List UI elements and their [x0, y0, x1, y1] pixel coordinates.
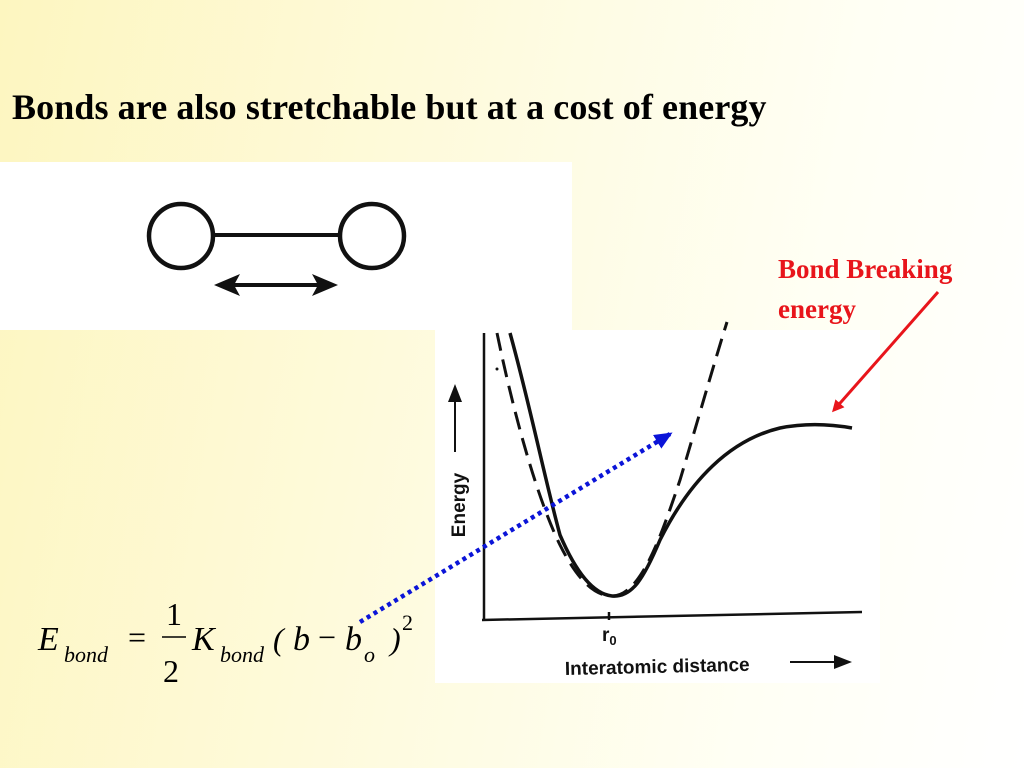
eq-exponent: 2 — [402, 610, 413, 635]
eq-b: b — [293, 621, 310, 658]
plot-axes — [481, 333, 863, 622]
annotation-line-2: energy — [778, 294, 856, 324]
eq-lparen: ( — [273, 621, 286, 657]
morse-curve — [508, 332, 853, 598]
atom-right — [337, 201, 407, 271]
diatomic-molecule — [146, 201, 407, 271]
eq-b2-subscript: o — [364, 642, 375, 667]
eq-minus: − — [318, 619, 336, 655]
bond-breaking-arrow — [832, 291, 940, 413]
annotation-line-1: Bond Breaking — [778, 254, 953, 284]
molecule-panel — [0, 162, 572, 330]
harmonic-curve — [495, 321, 729, 598]
eq-K: K — [191, 621, 217, 658]
x-axis-label: Interatomic distance — [565, 655, 750, 680]
bond-breaking-annotation: Bond Breaking energy — [778, 249, 952, 329]
eq-rparen: ) — [388, 621, 401, 657]
x-axis — [481, 610, 863, 622]
eq-numerator: 1 — [166, 596, 182, 632]
eq-E: E — [37, 621, 59, 658]
slide-title: Bonds are also stretchable but at a cost… — [12, 87, 767, 127]
y-axis-arrow-icon — [448, 384, 462, 452]
x-axis-arrow-icon — [790, 655, 852, 669]
eq-equals: = — [128, 619, 146, 655]
eq-denominator: 2 — [163, 653, 179, 689]
bond-energy-equation: E bond = 1 2 K bond ( b − b o ) 2 — [37, 596, 413, 689]
r0-label: r0 — [602, 625, 617, 648]
plot-speck — [495, 367, 499, 371]
stretch-arrow-icon — [214, 274, 338, 296]
eq-E-subscript: bond — [64, 642, 109, 667]
eq-K-subscript: bond — [220, 642, 265, 667]
eq-b2: b — [345, 621, 362, 658]
atom-left — [146, 201, 216, 271]
y-axis-label: Energy — [449, 472, 470, 537]
